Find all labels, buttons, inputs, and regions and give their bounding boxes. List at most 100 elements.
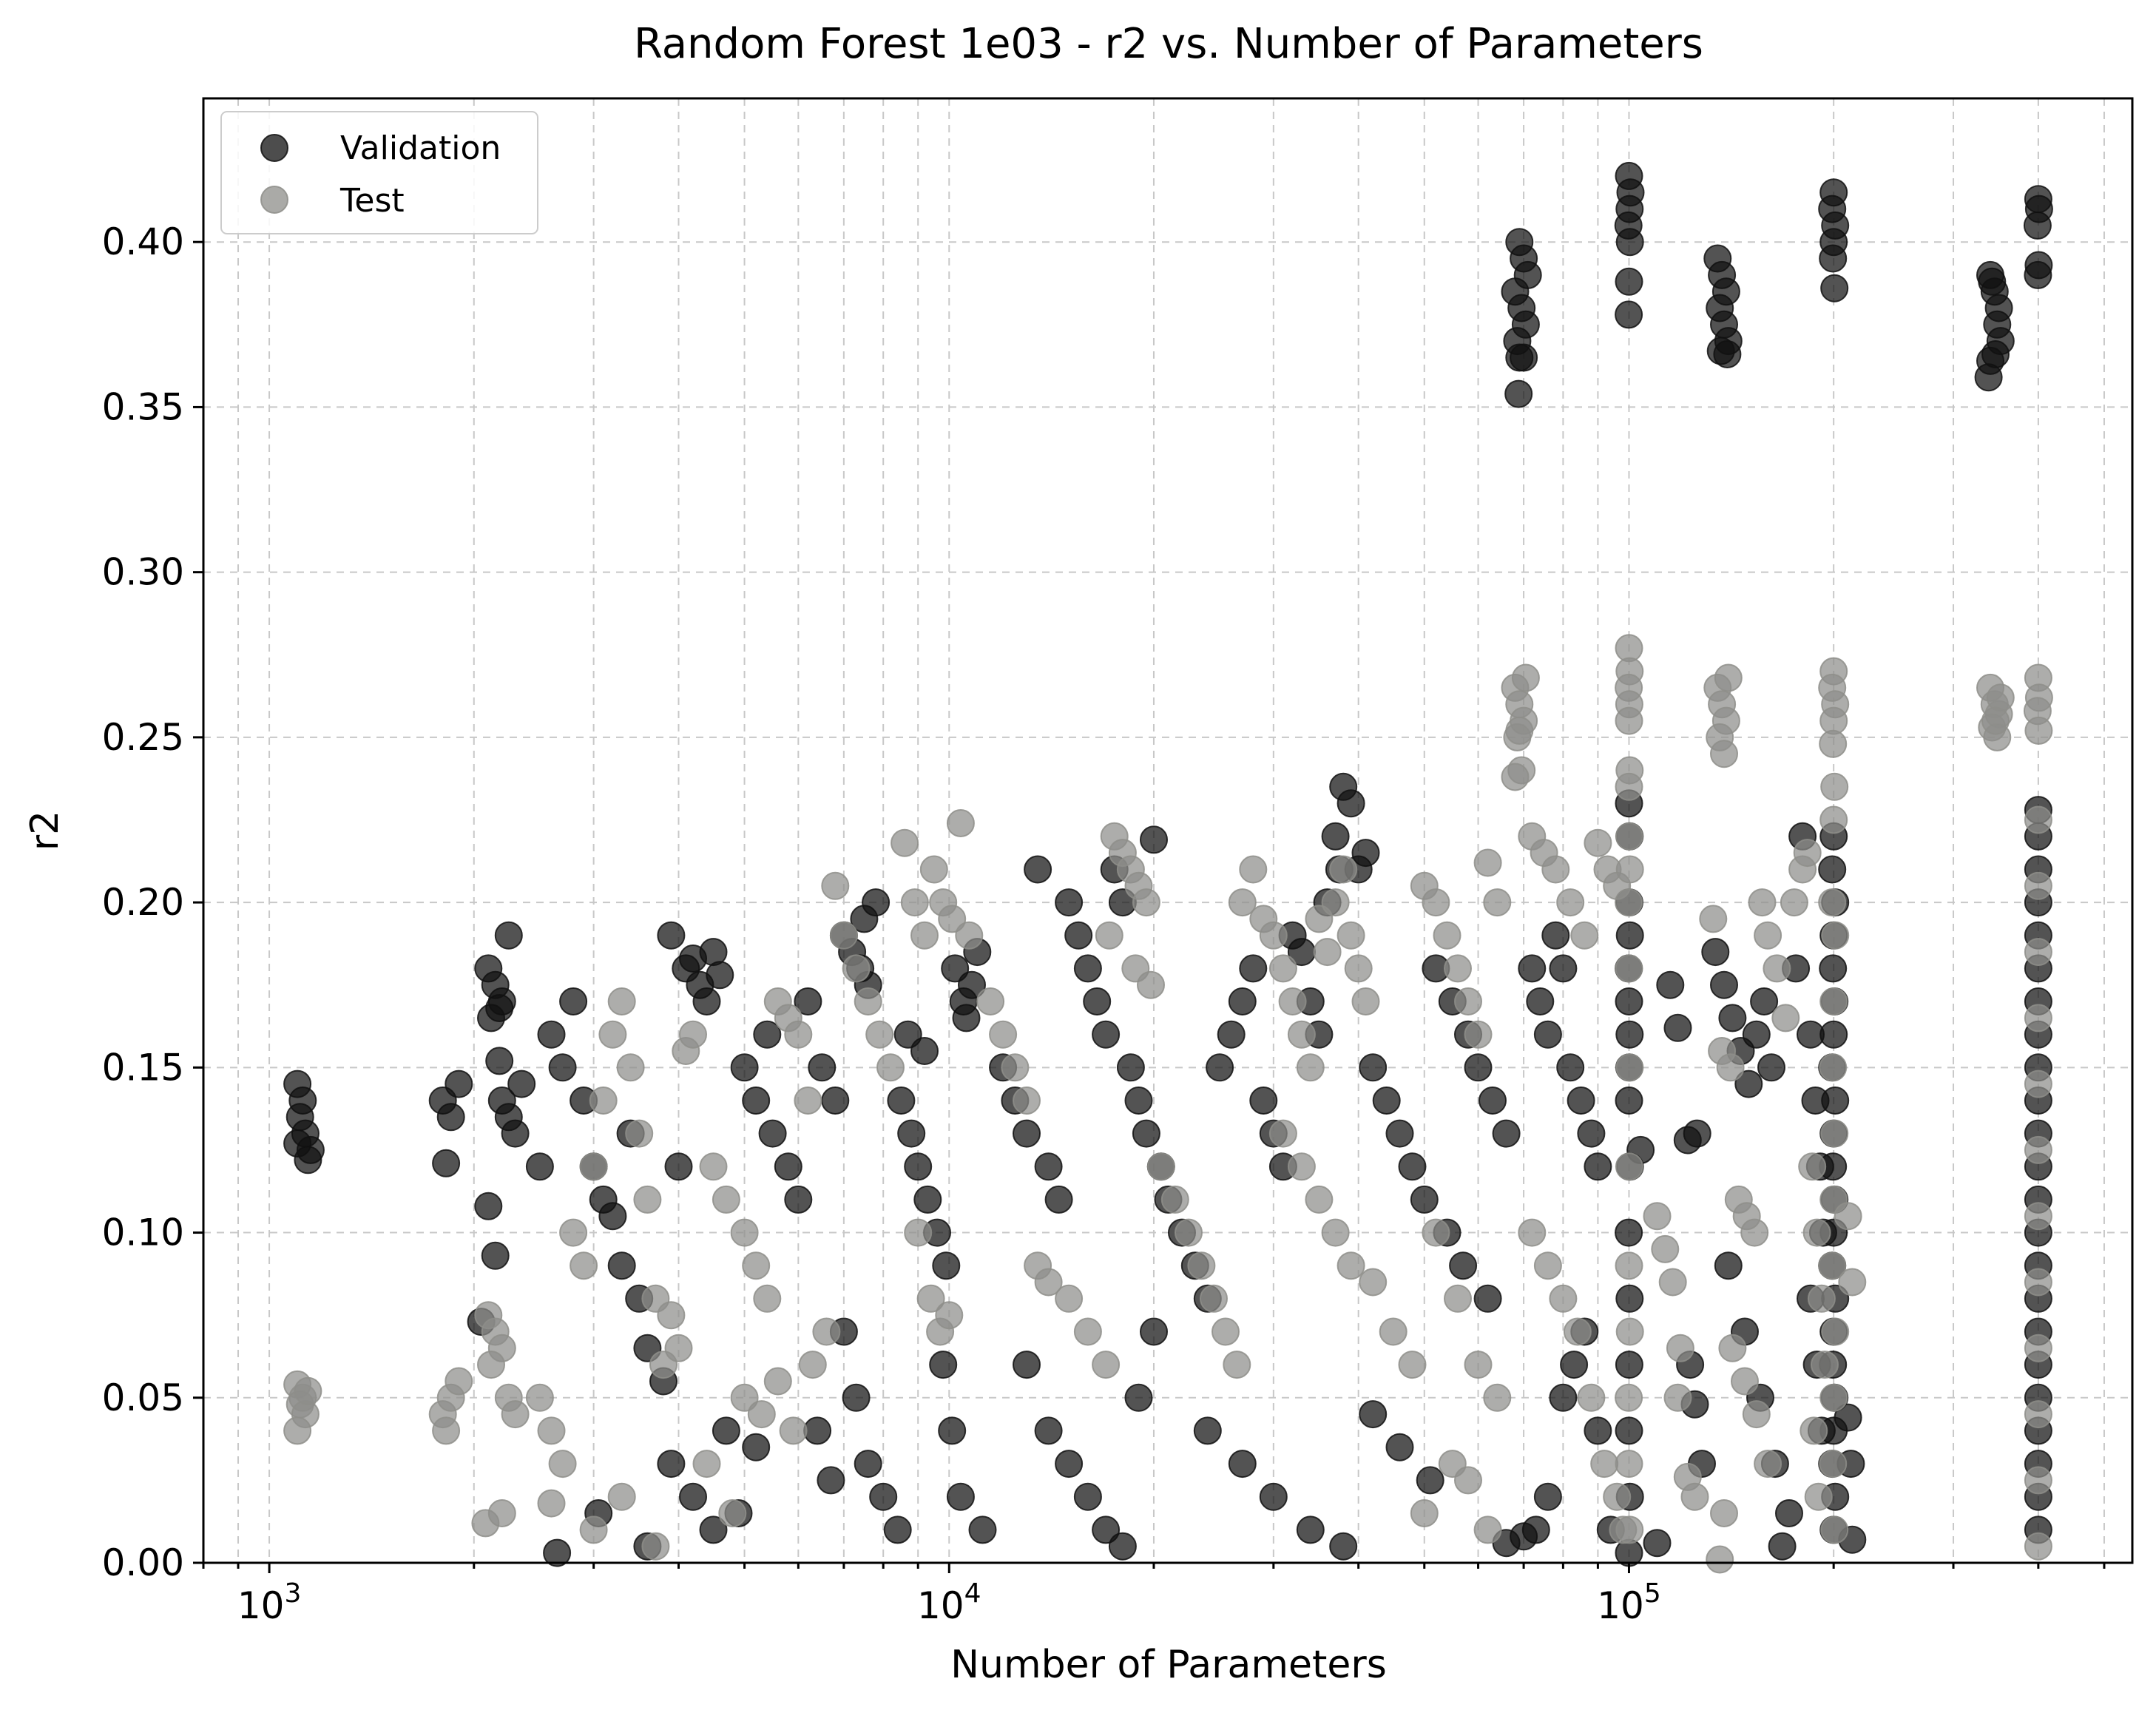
point-validation	[1083, 987, 1112, 1015]
point-validation	[1140, 1317, 1168, 1346]
point-test	[1034, 1268, 1063, 1297]
point-test	[1556, 888, 1585, 917]
point-validation	[887, 1087, 916, 1115]
point-test	[812, 1317, 841, 1346]
point-test	[1818, 1251, 1847, 1280]
point-validation	[1044, 1185, 1073, 1214]
point-test	[1818, 888, 1847, 917]
point-validation	[854, 1450, 882, 1478]
point-test	[1615, 1152, 1643, 1181]
point-validation	[1385, 1119, 1414, 1148]
point-test	[829, 921, 858, 950]
point-validation	[1372, 1087, 1401, 1115]
point-validation	[2023, 211, 2052, 240]
point-validation	[1449, 1251, 1478, 1280]
point-validation	[1296, 1515, 1325, 1544]
axis-ticks: 103 104 105 0.00 0.05 0.10 0.15 0.20 0.25 0.30 0.3…	[102, 220, 2106, 1627]
point-test	[1321, 888, 1350, 917]
point-test	[784, 1020, 813, 1049]
point-validation	[445, 1069, 473, 1098]
point-test	[1615, 1383, 1643, 1412]
point-test	[1073, 1317, 1102, 1346]
point-validation	[1228, 987, 1257, 1015]
point-test	[1422, 1218, 1450, 1247]
point-test	[1820, 1119, 1849, 1148]
point-validation	[1615, 921, 1644, 950]
point-test	[1336, 921, 1365, 950]
x-tick-label: 104	[917, 1578, 981, 1627]
point-validation	[1492, 1119, 1521, 1148]
point-validation	[758, 1119, 787, 1148]
point-validation	[1206, 1053, 1234, 1082]
point-validation	[1768, 1532, 1797, 1561]
point-test	[989, 1020, 1018, 1049]
point-test	[753, 1284, 782, 1313]
point-test	[1819, 1053, 1848, 1082]
point-test	[1793, 839, 1822, 868]
point-test	[1821, 1317, 1850, 1346]
point-test	[1239, 855, 1268, 884]
point-test	[1590, 1450, 1619, 1478]
point-validation	[474, 1192, 503, 1220]
point-validation	[1024, 855, 1052, 884]
point-test	[1444, 1284, 1472, 1313]
point-validation	[1239, 954, 1268, 983]
y-tick-label: 0.20	[102, 881, 184, 924]
y-tick-label: 0.10	[102, 1211, 184, 1254]
point-validation	[1549, 954, 1578, 983]
point-test	[742, 1251, 771, 1280]
point-test	[1533, 1251, 1562, 1280]
point-test	[1259, 921, 1288, 950]
point-validation	[1504, 379, 1533, 408]
point-validation	[1584, 1152, 1612, 1181]
y-tick-label: 0.05	[102, 1376, 184, 1419]
point-validation	[1556, 1053, 1585, 1082]
point-validation	[1249, 1087, 1278, 1115]
point-test	[779, 1416, 808, 1445]
point-validation	[883, 1515, 912, 1544]
point-validation	[1526, 987, 1555, 1015]
point-validation	[1013, 1119, 1041, 1148]
point-test	[1013, 1087, 1041, 1115]
point-validation	[1819, 244, 1848, 273]
point-test	[1278, 987, 1307, 1015]
point-test	[1800, 1416, 1828, 1445]
point-test	[559, 1218, 588, 1247]
point-test	[1710, 740, 1738, 768]
point-test	[1819, 1383, 1848, 1412]
point-test	[1754, 921, 1782, 950]
point-validation	[1615, 1087, 1643, 1115]
point-test	[730, 1218, 759, 1247]
point-test	[1798, 1152, 1827, 1181]
point-validation	[938, 1416, 967, 1445]
point-test	[1305, 1185, 1334, 1214]
point-test	[1780, 888, 1808, 917]
point-test	[842, 954, 871, 983]
legend-marker-validation	[260, 134, 288, 162]
point-test	[854, 987, 882, 1015]
point-test	[1296, 1053, 1325, 1082]
point-test	[1137, 970, 1165, 999]
legend-label-test: Test	[339, 182, 405, 220]
point-validation	[1541, 921, 1570, 950]
point-validation	[1521, 1515, 1550, 1544]
y-tick-label: 0.00	[102, 1541, 184, 1584]
point-validation	[1718, 1004, 1747, 1033]
point-test	[1505, 716, 1534, 745]
point-test	[607, 1482, 636, 1511]
point-validation	[1819, 954, 1848, 983]
point-validation	[1473, 1284, 1502, 1313]
point-validation	[1034, 1152, 1063, 1181]
point-test	[794, 1087, 822, 1115]
point-test	[525, 1383, 554, 1412]
point-test	[1666, 1334, 1694, 1362]
point-test	[1351, 987, 1380, 1015]
point-validation	[1974, 363, 2003, 392]
point-test	[2024, 938, 2052, 967]
point-validation	[1013, 1351, 1041, 1379]
point-test	[1518, 1218, 1547, 1247]
point-test	[1748, 888, 1777, 917]
point-validation	[537, 1020, 566, 1049]
point-validation	[1549, 1383, 1578, 1412]
point-test	[946, 809, 975, 837]
